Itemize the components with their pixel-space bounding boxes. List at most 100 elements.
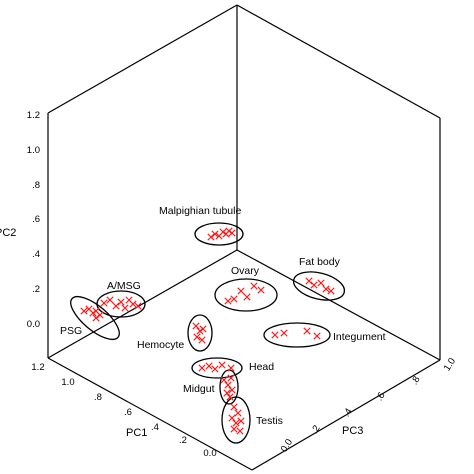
data-point-testis bbox=[236, 427, 244, 435]
pc1-tick-labels: 1.2 1.0 .8 .6 .4 .2 0.0 bbox=[31, 362, 216, 459]
data-point-testis bbox=[234, 409, 242, 417]
data-point-psg bbox=[96, 311, 104, 319]
data-point-hemocyte bbox=[193, 333, 201, 341]
data-point-testis bbox=[230, 403, 238, 411]
cluster-label-hemocyte: Hemocyte bbox=[137, 339, 184, 351]
pc3-tick-label: 1.0 bbox=[442, 356, 458, 373]
data-point-fat-body bbox=[327, 287, 335, 295]
data-point-midgut bbox=[224, 381, 232, 389]
pc1-tick-label: 1.0 bbox=[61, 377, 74, 388]
data-point-a-msg bbox=[129, 300, 137, 308]
clusters: Malpighian tubule Fat body Ovary A/MSG P… bbox=[60, 205, 386, 444]
cluster-label-integument: Integument bbox=[333, 331, 386, 343]
data-point-testis bbox=[232, 419, 240, 427]
frame-floor-left bbox=[47, 249, 238, 359]
cluster-label-ovary: Ovary bbox=[231, 265, 260, 277]
cluster-label-midgut: Midgut bbox=[183, 383, 215, 395]
data-point-head bbox=[227, 364, 235, 372]
cluster-label-psg: PSG bbox=[60, 325, 82, 337]
cluster-label-fat-body: Fat body bbox=[299, 256, 341, 268]
data-point-malpighian-tubule bbox=[211, 230, 219, 238]
cluster-ellipse-psg bbox=[70, 295, 120, 341]
cluster-ellipse-integument bbox=[263, 322, 331, 348]
cluster-label-amsg: A/MSG bbox=[107, 280, 141, 292]
data-point-integument bbox=[280, 329, 288, 337]
data-point-malpighian-tubule bbox=[207, 233, 215, 241]
data-point-ovary bbox=[237, 287, 245, 295]
cluster-ellipse-hemocyte bbox=[187, 314, 213, 352]
pc2-tick-label: 0.0 bbox=[27, 319, 40, 330]
data-point-midgut bbox=[223, 389, 231, 397]
data-point-testis bbox=[228, 414, 236, 422]
data-point-integument bbox=[303, 327, 311, 335]
data-point-malpighian-tubule bbox=[228, 229, 236, 237]
data-point-integument bbox=[271, 331, 279, 339]
data-point-fat-body bbox=[317, 279, 325, 287]
box-frame bbox=[47, 4, 441, 471]
data-point-a-msg bbox=[100, 299, 108, 307]
pc1-tick-label: 1.2 bbox=[31, 362, 44, 373]
data-point-a-msg bbox=[117, 298, 125, 306]
data-point-midgut bbox=[226, 393, 234, 401]
pc1-tick-label: .6 bbox=[124, 407, 132, 418]
data-point-hemocyte bbox=[199, 325, 207, 333]
data-point-head bbox=[211, 365, 219, 373]
cluster-ellipse-ovary bbox=[214, 278, 278, 312]
pc1-tick-label: .8 bbox=[94, 392, 102, 403]
data-point-a-msg bbox=[121, 304, 129, 312]
data-point-a-msg bbox=[112, 302, 120, 310]
pc1-tick-label: 0.0 bbox=[203, 448, 216, 459]
cluster-label-head: Head bbox=[249, 361, 274, 373]
pc3-axis-title: PC3 bbox=[342, 425, 363, 437]
cluster-ellipse-testis bbox=[221, 396, 251, 444]
data-point-ovary bbox=[230, 295, 238, 303]
cluster-label-testis: Testis bbox=[256, 415, 283, 427]
cluster-label-malpighian-tubule: Malpighian tubule bbox=[159, 205, 241, 217]
data-point-hemocyte bbox=[198, 336, 206, 344]
data-point-midgut bbox=[220, 376, 228, 384]
pc1-tick-label: .2 bbox=[179, 435, 187, 446]
pc3-tick-label: .8 bbox=[409, 374, 423, 387]
data-point-ovary bbox=[257, 286, 265, 294]
pc2-axis-title: PC2 bbox=[0, 227, 16, 239]
cluster-ellipse-fat-body bbox=[292, 271, 346, 301]
pc3-axis-line bbox=[251, 359, 441, 471]
pc2-tick-label: .6 bbox=[32, 214, 40, 225]
data-point-hemocyte bbox=[192, 322, 200, 330]
data-point-head bbox=[198, 364, 206, 372]
cluster-ellipse-head bbox=[191, 357, 243, 379]
frame-back-top-right bbox=[236, 4, 441, 119]
cluster-ellipse-amsg bbox=[96, 290, 146, 318]
pc2-tick-label: 1.2 bbox=[27, 110, 40, 121]
pc2-tick-label: 1.0 bbox=[27, 145, 40, 156]
pc1-axis-line bbox=[47, 357, 253, 471]
data-point-head bbox=[205, 362, 213, 370]
pc3-tick-label: 0.0 bbox=[279, 437, 295, 454]
pc2-tick-labels: 1.2 1.0 .8 .6 .4 .2 0.0 bbox=[27, 110, 40, 330]
data-point-head bbox=[218, 361, 226, 369]
data-point-ovary bbox=[243, 293, 251, 301]
data-point-testis bbox=[230, 425, 238, 433]
data-point-ovary bbox=[224, 297, 232, 305]
data-point-integument bbox=[313, 332, 321, 340]
frame-back-top-left bbox=[47, 4, 238, 114]
data-point-ovary bbox=[250, 282, 258, 290]
data-point-psg bbox=[80, 307, 88, 315]
data-point-fat-body bbox=[322, 285, 330, 293]
data-point-a-msg bbox=[134, 302, 142, 310]
data-point-midgut bbox=[227, 374, 235, 382]
pc1-tick-label: .4 bbox=[151, 422, 159, 433]
data-point-psg bbox=[92, 314, 100, 322]
pc3-tick-labels: 0.0 .2 .4 .6 .8 1.0 bbox=[279, 356, 458, 454]
cluster-ellipse-malpighian-tubule bbox=[194, 222, 244, 246]
pc2-tick-label: .8 bbox=[32, 180, 40, 191]
data-point-fat-body bbox=[310, 281, 318, 289]
pc1-axis-title: PC1 bbox=[126, 427, 147, 439]
data-point-fat-body bbox=[305, 277, 313, 285]
pc2-tick-label: .2 bbox=[32, 284, 40, 295]
pc3-tick-label: .2 bbox=[309, 423, 323, 436]
pc2-tick-label: .4 bbox=[32, 249, 40, 260]
data-points bbox=[80, 227, 335, 435]
